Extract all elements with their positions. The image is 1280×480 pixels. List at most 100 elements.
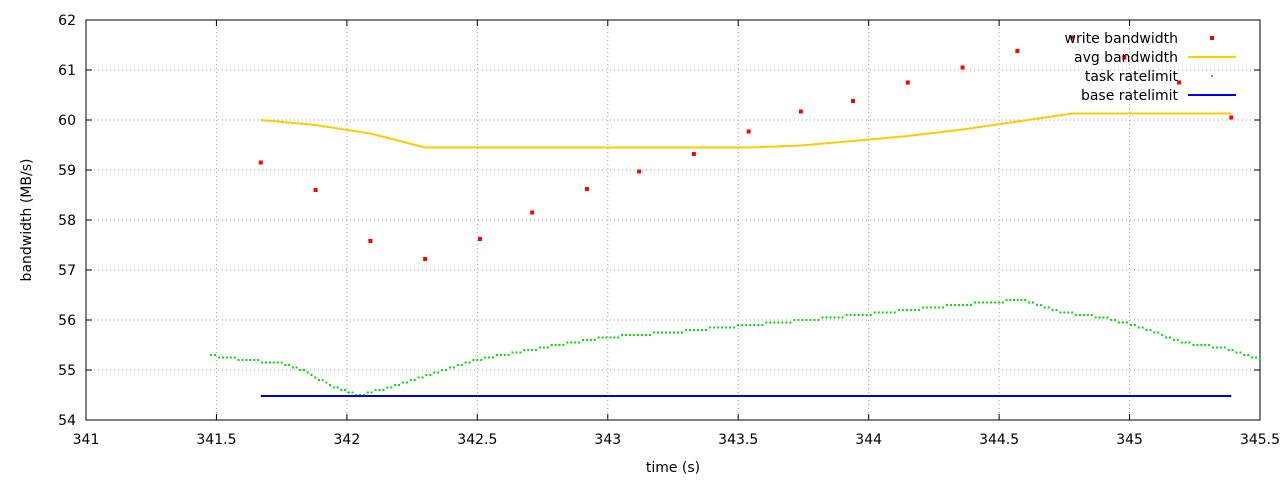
data-point [1259, 359, 1261, 361]
data-point [705, 329, 708, 331]
data-point [737, 324, 740, 326]
data-point [636, 334, 639, 336]
grid-lines [86, 20, 1260, 420]
data-point [905, 309, 908, 311]
data-point [495, 354, 498, 356]
data-point [617, 336, 620, 339]
data-point [1229, 115, 1234, 120]
data-point [1188, 341, 1191, 344]
x-axis-label: time (s) [646, 460, 700, 476]
data-point [578, 341, 581, 344]
data-point [515, 351, 518, 354]
legend-label: base ratelimit [1081, 88, 1179, 104]
data-point [258, 160, 263, 165]
data-point [597, 336, 600, 339]
data-point [313, 188, 318, 192]
data-point [1196, 344, 1199, 346]
data-point [1239, 351, 1242, 354]
data-point [272, 361, 275, 364]
data-point [527, 349, 530, 351]
data-point [370, 391, 373, 394]
data-point [499, 354, 502, 356]
data-point [484, 356, 487, 359]
data-point [869, 314, 872, 316]
data-point [1024, 299, 1027, 301]
data-point [1090, 314, 1093, 316]
data-point [314, 376, 317, 379]
data-point [332, 386, 335, 389]
data-point [1235, 351, 1238, 354]
data-point [1212, 346, 1215, 349]
x-tick-label: 344 [855, 432, 882, 448]
data-point [523, 349, 526, 351]
data-point [1106, 316, 1109, 319]
data-point [769, 321, 772, 324]
data-point [245, 359, 248, 361]
x-tick-label: 345.5 [1240, 432, 1280, 448]
data-point [1157, 331, 1160, 334]
data-point [530, 210, 535, 215]
data-point [390, 386, 393, 389]
y-tick-label: 60 [58, 113, 76, 129]
data-point [542, 346, 545, 349]
series-layer [210, 35, 1261, 397]
data-point [797, 319, 800, 321]
x-tick-label: 343.5 [718, 432, 758, 448]
data-point [554, 344, 557, 346]
data-point [340, 389, 343, 391]
data-point [1071, 311, 1074, 314]
data-point [1219, 346, 1222, 349]
data-point [1009, 299, 1012, 301]
data-point [249, 359, 252, 361]
data-point [777, 321, 780, 324]
data-point [477, 237, 482, 241]
data-point [295, 366, 298, 369]
data-point [929, 306, 932, 309]
data-point [817, 319, 820, 321]
data-point [729, 326, 732, 329]
data-point [429, 374, 432, 376]
data-point [829, 316, 832, 319]
data-point [1180, 341, 1183, 344]
data-point [1086, 314, 1089, 316]
data-point [519, 351, 522, 354]
data-point [1094, 316, 1097, 319]
x-tick-label: 341.5 [196, 432, 236, 448]
data-point [288, 364, 291, 366]
data-point [966, 304, 969, 306]
data-point [648, 334, 651, 336]
data-point [413, 379, 416, 381]
data-point [925, 306, 928, 309]
data-point [1129, 324, 1132, 326]
data-point [1176, 339, 1179, 341]
data-point [640, 334, 643, 336]
y-tick-label: 59 [58, 163, 76, 179]
data-point [1032, 301, 1035, 304]
data-point [585, 339, 588, 341]
data-point [845, 314, 848, 316]
data-point [877, 311, 880, 314]
y-tick-label: 56 [58, 313, 76, 329]
data-point [761, 324, 764, 326]
data-point [1137, 326, 1140, 329]
data-point [837, 316, 840, 319]
data-point [681, 331, 684, 334]
data-point [833, 316, 836, 319]
data-point [1204, 344, 1207, 346]
data-point [753, 324, 756, 326]
data-point [1231, 349, 1234, 351]
data-point [961, 304, 964, 306]
y-axis-label: bandwidth (MB/s) [19, 159, 35, 282]
data-point [990, 301, 993, 304]
y-tick-label: 62 [58, 13, 76, 29]
data-point [601, 336, 604, 339]
data-point [733, 326, 736, 329]
data-point [849, 314, 852, 316]
data-point [503, 354, 506, 356]
data-point [344, 389, 347, 391]
data-point [218, 356, 221, 359]
series-line [260, 112, 1232, 149]
data-point [1043, 306, 1046, 309]
data-point [1168, 336, 1171, 339]
data-point [1110, 319, 1113, 321]
